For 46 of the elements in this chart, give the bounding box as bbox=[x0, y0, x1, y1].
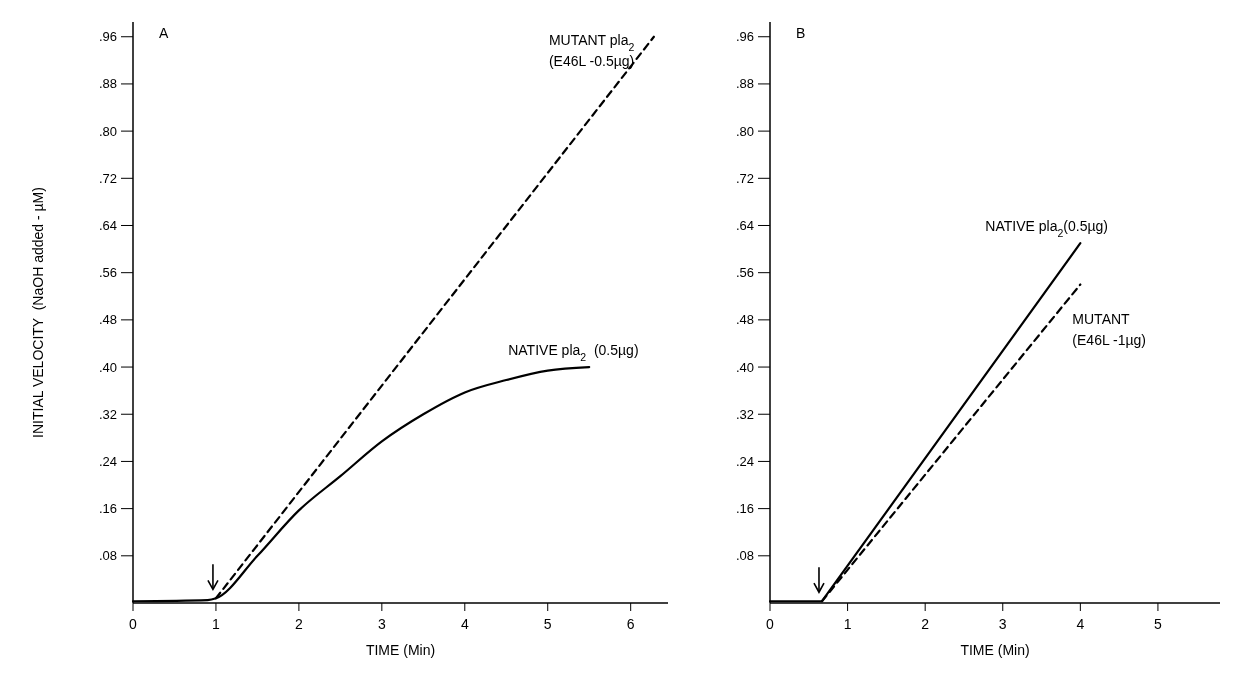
y-tick-label: .08 bbox=[98, 548, 117, 564]
y-tick-label: .16 bbox=[98, 501, 117, 517]
series-label: NATIVE pla$_{2}$ (0.5µg) bbox=[508, 342, 639, 364]
y-tick-label: .40 bbox=[98, 359, 117, 375]
x-tick-label: 3 bbox=[998, 616, 1007, 632]
y-tick-label: .24 bbox=[735, 453, 754, 469]
y-tick-label: .32 bbox=[735, 406, 754, 422]
y-tick-label: .08 bbox=[735, 548, 754, 564]
y-tick-label: .24 bbox=[98, 453, 117, 469]
y-tick-label: .80 bbox=[98, 123, 117, 139]
y-tick-label: .88 bbox=[735, 76, 754, 92]
x-axis-title: TIME (Min) bbox=[365, 642, 436, 658]
y-tick-label: .56 bbox=[98, 265, 117, 281]
x-tick-label: 1 bbox=[843, 616, 852, 632]
y-tick-label: .64 bbox=[735, 218, 754, 234]
y-tick-label: .72 bbox=[98, 170, 117, 186]
series-label: MUTANT pla$_{2}$ (E46L -0.5µg) bbox=[548, 31, 635, 69]
x-tick-label: 2 bbox=[294, 616, 303, 632]
y-tick-label: .48 bbox=[735, 312, 754, 328]
x-tick-label: 5 bbox=[543, 616, 552, 632]
y-tick-label: .96 bbox=[735, 29, 754, 45]
x-tick-label: 1 bbox=[212, 616, 221, 632]
y-tick-label: .72 bbox=[735, 170, 754, 186]
y-tick-label: .56 bbox=[735, 265, 754, 281]
x-tick-label: 5 bbox=[1154, 616, 1163, 632]
x-axis-title: TIME (Min) bbox=[960, 642, 1030, 658]
y-tick-label: .80 bbox=[735, 123, 754, 139]
y-tick-label: .48 bbox=[98, 312, 117, 328]
annotation: B bbox=[796, 25, 806, 41]
x-tick-label: 0 bbox=[129, 616, 138, 632]
x-tick-label: 6 bbox=[626, 616, 635, 632]
series-label: NATIVE pla$_{2}$(0.5µg) bbox=[985, 218, 1108, 240]
y-axis-title: INITIAL VELOCITY (NaOH added - µM) bbox=[30, 187, 46, 438]
x-tick-label: 4 bbox=[1076, 616, 1085, 632]
series-label: MUTANT (E46L -1µg) bbox=[1072, 311, 1147, 349]
y-tick-label: .16 bbox=[735, 501, 754, 517]
y-tick-label: .96 bbox=[98, 29, 117, 45]
annotation: A bbox=[159, 25, 169, 41]
y-tick-label: .64 bbox=[98, 218, 117, 234]
y-tick-label: .40 bbox=[735, 359, 754, 375]
x-tick-label: 0 bbox=[766, 616, 775, 632]
y-tick-label: .32 bbox=[98, 406, 117, 422]
x-tick-label: 3 bbox=[377, 616, 386, 632]
y-tick-label: .88 bbox=[98, 76, 117, 92]
x-tick-label: 2 bbox=[921, 616, 930, 632]
x-tick-label: 4 bbox=[460, 616, 469, 632]
